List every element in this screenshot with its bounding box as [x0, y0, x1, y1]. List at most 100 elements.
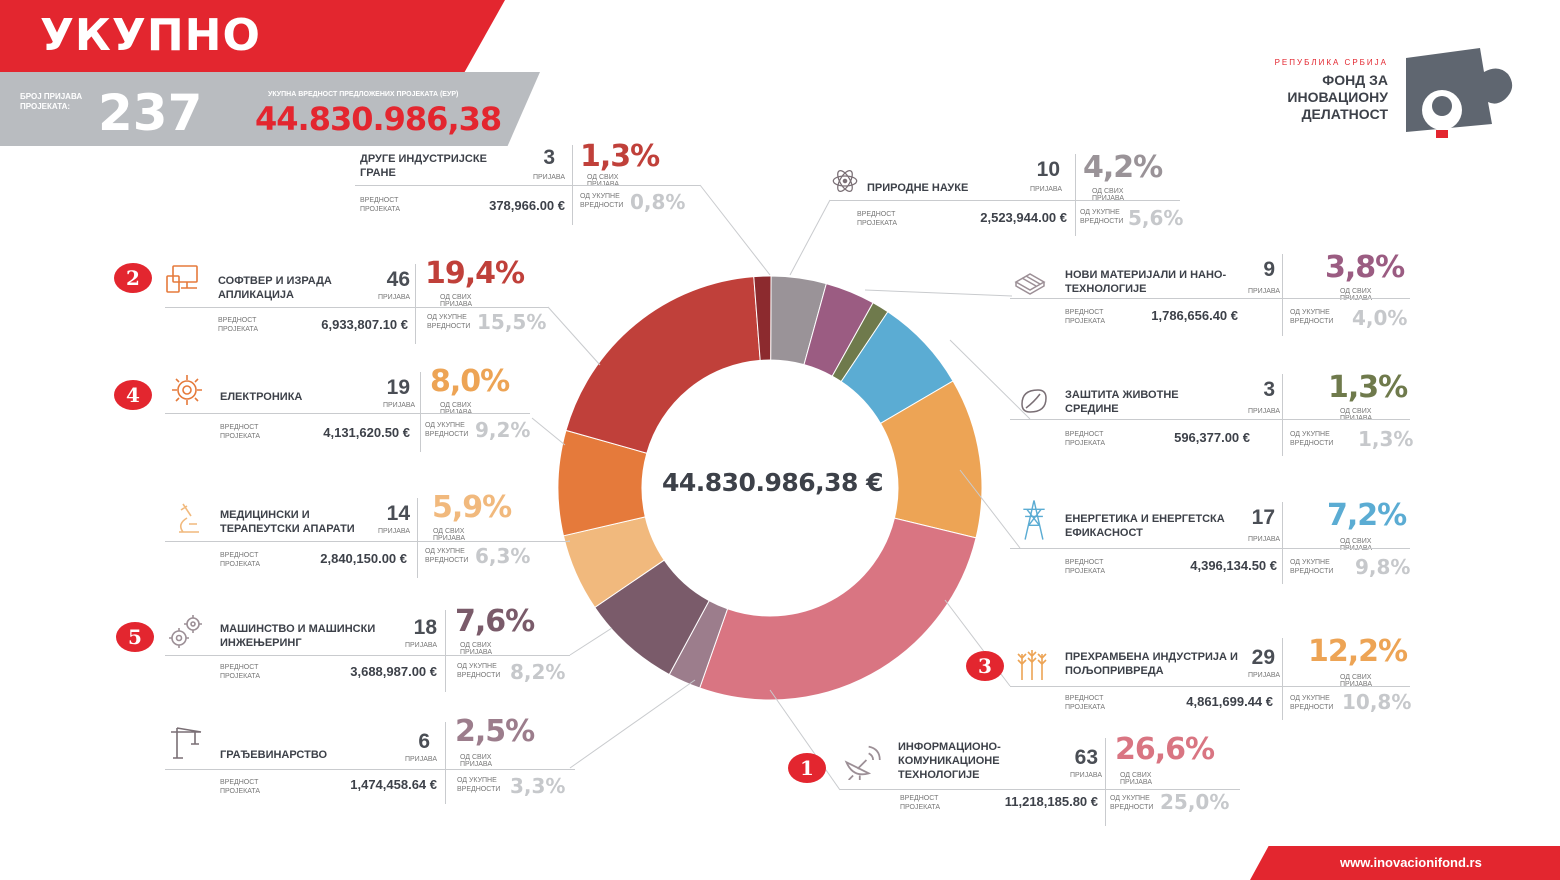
donut-chart — [557, 275, 983, 701]
value-percent-label: ОД УКУПНЕ ВРЕДНОСТИ — [1290, 309, 1334, 325]
count-label: ПРИЈАВА — [1247, 288, 1280, 295]
total-value: 44.830.986,38 — [255, 100, 502, 138]
divider — [165, 307, 548, 308]
donut-slice-5 — [699, 517, 977, 701]
divider — [415, 264, 416, 344]
category-value-percent: 9,2% — [475, 418, 531, 442]
value-percent-label: ОД УКУПНЕ ВРЕДНОСТИ — [425, 548, 469, 564]
count-label-1: БРОЈ ПРИЈАВА — [20, 92, 83, 101]
value-percent-label: ОД УКУПНЕ ВРЕДНОСТИ — [1290, 431, 1334, 447]
category-percent: 7,2% — [1327, 498, 1407, 533]
category-percent: 1,3% — [580, 139, 660, 174]
category-name: СОФТВЕР И ИЗРАДА АПЛИКАЦИЈА — [218, 275, 332, 301]
category-count: 19 — [386, 376, 410, 399]
category-count: 14 — [386, 502, 410, 525]
category-value: 11,218,185.80 € — [1004, 794, 1098, 809]
category-value: 2,523,944.00 € — [980, 210, 1067, 225]
logo-line-1: ФОНД ЗА — [1322, 72, 1388, 88]
value-label: ВРЕДНОСТ ПРОЈЕКАТА — [220, 424, 261, 440]
category-value-percent: 10,8% — [1342, 690, 1412, 714]
donut-slice-10 — [565, 276, 761, 454]
count-label-2: ПРОЈЕКАТА: — [20, 102, 71, 111]
category-percent: 12,2% — [1308, 634, 1408, 669]
divider — [1075, 154, 1076, 236]
power-tower-icon — [1023, 500, 1045, 540]
value-percent-label: ОД УКУПНЕ ВРЕДНОСТИ — [1110, 795, 1154, 811]
rank-badge: 3 — [966, 651, 1004, 681]
category-name: ПРИРОДНЕ НАУКЕ — [867, 182, 969, 194]
header-banner — [0, 0, 505, 72]
value-percent-label: ОД УКУПНЕ ВРЕДНОСТИ — [580, 193, 624, 209]
value-percent-label: ОД УКУПНЕ ВРЕДНОСТИ — [425, 422, 469, 438]
category-percent: 7,6% — [455, 604, 535, 639]
count-label: ПРИЈАВА — [1247, 408, 1280, 415]
percent-label: ОД СВИХ ПРИЈАВА — [440, 402, 472, 416]
value-label: ВРЕДНОСТ ПРОЈЕКАТА — [220, 552, 261, 568]
chip-icon — [1014, 273, 1046, 295]
category-name: ЕНЕРГЕТИКА И ЕНЕРГЕТСКА ЕФИКАСНОСТ — [1065, 513, 1225, 539]
value-percent-label: ОД УКУПНЕ ВРЕДНОСТИ — [1080, 209, 1124, 225]
gears-icon — [169, 615, 202, 648]
total-value-label: УКУПНА ВРЕДНОСТ ПРЕДЛОЖЕНИХ ПРОЈЕКАТА (Е… — [268, 91, 459, 98]
count-label: ПРИЈАВА — [382, 402, 415, 409]
percent-label: ОД СВИХ ПРИЈАВА — [433, 528, 466, 542]
value-percent-label: ОД УКУПНЕ ВРЕДНОСТИ — [1290, 695, 1334, 711]
category-name: ЗАШТИТА ЖИВОТНЕ СРЕДИНЕ — [1065, 389, 1179, 415]
count-label: ПРИЈАВА — [404, 756, 437, 763]
value-percent-label: ОД УКУПНЕ ВРЕДНОСТИ — [427, 314, 471, 330]
category-value: 4,131,620.50 € — [323, 425, 410, 440]
category-count: 3 — [1263, 378, 1275, 401]
value-label: ВРЕДНОСТ ПРОЈЕКАТА — [220, 779, 261, 795]
category-value: 4,396,134.50 € — [1190, 558, 1277, 573]
category-percent: 1,3% — [1328, 370, 1408, 405]
category-value: 4,861,699.44 € — [1186, 694, 1273, 709]
computer-icon — [166, 265, 198, 293]
category-value: 1,474,458.64 € — [350, 777, 437, 792]
category-name: ИНФОРМАЦИОНО-КОМУНИКАЦИОНЕ ТЕХНОЛОГИЈЕ — [898, 741, 1001, 781]
category-name: ДРУГЕ ИНДУСТРИЈСКЕ ГРАНЕ — [360, 153, 487, 179]
category-count: 46 — [386, 268, 410, 291]
category-value: 596,377.00 € — [1174, 430, 1250, 445]
value-label: ВРЕДНОСТ ПРОЈЕКАТА — [1065, 431, 1106, 447]
divider — [165, 413, 530, 414]
rank-badge: 1 — [788, 753, 826, 783]
divider — [165, 655, 570, 656]
category-value-percent: 0,8% — [630, 190, 686, 214]
category-value-percent: 5,6% — [1128, 206, 1184, 230]
footer-banner — [1250, 846, 1560, 880]
divider — [165, 541, 570, 542]
category-count: 9 — [1263, 258, 1275, 281]
divider — [417, 498, 418, 578]
value-label: ВРЕДНОСТ ПРОЈЕКАТА — [360, 197, 401, 213]
divider — [445, 722, 446, 804]
percent-label: ОД СВИХ ПРИЈАВА — [1340, 538, 1372, 552]
percent-label: ОД СВИХ ПРИЈАВА — [460, 642, 493, 656]
divider — [1010, 548, 1410, 549]
category-name: МАШИНСТВО И МАШИНСКИ ИНЖЕЊЕРИНГ — [220, 623, 376, 649]
count-label: ПРИЈАВА — [404, 642, 437, 649]
category-name: ПРЕХРАМБЕНА ИНДУСТРИЈА И ПОЉОПРИВРЕДА — [1065, 651, 1238, 677]
logo-line-2: ИНОВАЦИОНУ — [1287, 89, 1388, 105]
value-percent-label: ОД УКУПНЕ ВРЕДНОСТИ — [1290, 559, 1334, 575]
category-value-percent: 15,5% — [477, 310, 547, 334]
divider — [355, 185, 700, 186]
value-label: ВРЕДНОСТ ПРОЈЕКАТА — [857, 211, 898, 227]
page-title: УКУПНО — [40, 10, 261, 61]
category-value: 378,966.00 € — [489, 198, 565, 213]
value-label: ВРЕДНОСТ ПРОЈЕКАТА — [1065, 695, 1106, 711]
divider — [1282, 254, 1283, 336]
category-percent: 5,9% — [432, 490, 512, 525]
category-count: 6 — [418, 730, 430, 753]
percent-label: ОД СВИХ ПРИЈАВА — [1340, 408, 1372, 422]
logo-line-3: ДЕЛАТНОСТ — [1301, 106, 1388, 122]
divider — [1010, 686, 1410, 687]
gear-circuit-icon — [172, 375, 202, 405]
percent-label: ОД СВИХ ПРИЈАВА — [1120, 772, 1153, 786]
microscope-icon — [179, 503, 199, 533]
value-label: ВРЕДНОСТ ПРОЈЕКАТА — [1065, 559, 1106, 575]
category-value-percent: 25,0% — [1160, 790, 1230, 814]
value-percent-label: ОД УКУПНЕ ВРЕДНОСТИ — [457, 777, 501, 793]
website-link[interactable]: www.inovacionifond.rs — [1340, 855, 1482, 870]
count-label: ПРИЈАВА — [1029, 186, 1062, 193]
percent-label: ОД СВИХ ПРИЈАВА — [460, 754, 493, 768]
